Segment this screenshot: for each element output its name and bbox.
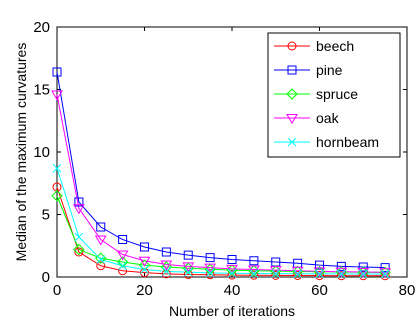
data-point-hornbeam — [271, 269, 281, 278]
data-point-spruce — [73, 243, 85, 256]
data-point-beech — [227, 270, 237, 280]
data-point-oak — [226, 264, 238, 275]
y-axis-title: Median of the maximum curvatures — [13, 43, 29, 262]
data-point-beech — [271, 270, 281, 280]
x-axis-title: Number of iterations — [169, 303, 295, 319]
legend-label-spruce: spruce — [316, 86, 358, 102]
data-point-hornbeam — [358, 269, 368, 279]
data-point-hornbeam — [74, 232, 84, 242]
data-point-hornbeam — [162, 267, 171, 276]
data-point-pine — [74, 197, 84, 207]
data-point-beech — [315, 271, 324, 281]
legend-marker-beech — [287, 41, 297, 51]
data-point-pine — [205, 253, 215, 263]
data-point-hornbeam — [96, 255, 106, 264]
data-point-pine — [118, 235, 128, 244]
series-line-beech — [56, 186, 386, 277]
data-point-pine — [315, 260, 324, 270]
data-point-beech — [249, 270, 259, 280]
legend-marker-hornbeam — [287, 137, 297, 147]
data-point-pine — [161, 247, 171, 257]
series-markers — [51, 67, 391, 281]
axis-ticks: 0 20 40 60 80 0 5 10 15 20 — [33, 19, 415, 299]
data-point-hornbeam — [227, 268, 237, 278]
data-point-hornbeam — [315, 269, 324, 279]
data-point-hornbeam — [293, 269, 302, 279]
data-point-oak — [160, 260, 173, 271]
data-point-hornbeam — [380, 269, 390, 279]
data-point-hornbeam — [205, 268, 215, 278]
data-point-beech — [205, 270, 215, 280]
data-point-beech — [358, 271, 368, 281]
legend-label-beech: beech — [316, 38, 354, 54]
data-point-beech — [336, 271, 346, 281]
x-tick-label: 60 — [311, 282, 328, 299]
y-tick-label: 15 — [33, 82, 50, 99]
data-point-pine — [336, 261, 346, 271]
data-point-hornbeam — [183, 267, 193, 277]
series-lines — [56, 71, 386, 277]
data-point-oak — [313, 267, 326, 278]
legend-box — [267, 32, 401, 158]
x-tick-label: 20 — [136, 282, 153, 299]
data-point-pine — [96, 222, 106, 232]
data-point-beech — [293, 271, 303, 280]
x-tick-label: 0 — [53, 282, 61, 299]
legend-marker-spruce — [286, 88, 298, 100]
data-point-beech — [140, 268, 149, 278]
data-point-spruce — [51, 190, 63, 202]
data-point-beech — [74, 247, 84, 257]
data-point-oak — [51, 90, 63, 101]
x-tick-label: 80 — [399, 282, 416, 299]
y-tick-label: 0 — [42, 269, 50, 286]
data-point-oak — [204, 263, 216, 274]
data-point-pine — [249, 256, 259, 266]
data-point-spruce — [116, 256, 129, 268]
legend-label-hornbeam: hornbeam — [316, 134, 379, 150]
data-point-pine — [227, 255, 237, 264]
legend: beech pine spruce oak hornbeam — [267, 32, 401, 158]
data-point-pine — [358, 262, 368, 272]
y-tick-label: 5 — [42, 207, 50, 224]
data-point-pine — [140, 242, 149, 252]
legend-marker-pine — [287, 65, 297, 75]
legend-label-pine: pine — [316, 62, 343, 78]
data-point-beech — [96, 261, 106, 271]
series-line-pine — [56, 71, 386, 269]
data-point-pine — [380, 263, 390, 273]
data-point-oak — [335, 267, 348, 278]
x-tick-label: 40 — [224, 282, 241, 299]
data-point-hornbeam — [337, 269, 346, 279]
data-point-oak — [116, 250, 129, 261]
data-point-pine — [52, 67, 62, 77]
legend-marker-oak — [286, 114, 298, 124]
data-point-oak — [138, 256, 151, 267]
data-point-oak — [379, 268, 391, 279]
data-point-hornbeam — [140, 265, 149, 274]
data-point-oak — [73, 204, 85, 215]
series-line-hornbeam — [56, 168, 386, 275]
data-point-hornbeam — [52, 163, 62, 173]
data-point-oak — [182, 262, 195, 273]
data-point-hornbeam — [118, 261, 127, 271]
data-point-oak — [94, 235, 107, 246]
legend-label-oak: oak — [316, 110, 340, 126]
y-tick-label: 10 — [33, 144, 50, 161]
data-point-oak — [357, 268, 370, 278]
data-point-hornbeam — [249, 269, 259, 278]
data-point-oak — [248, 265, 260, 276]
series-line-oak — [56, 94, 386, 273]
y-tick-label: 20 — [33, 19, 50, 36]
data-point-pine — [183, 250, 193, 260]
